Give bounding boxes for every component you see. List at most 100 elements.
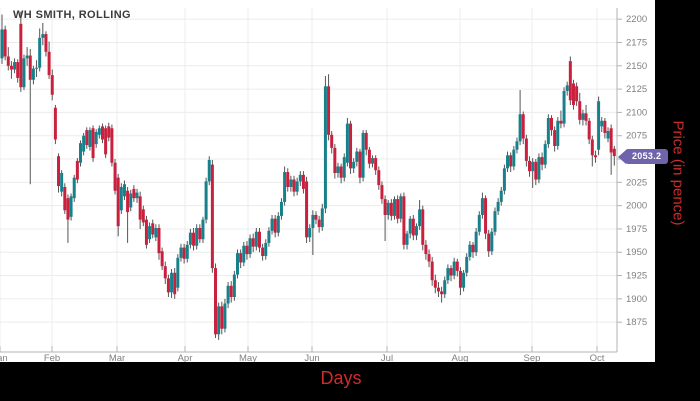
candle-body [204, 181, 208, 220]
candle-body [97, 128, 101, 135]
candle-body [301, 174, 305, 189]
candle-body [358, 151, 362, 178]
candle-body [443, 280, 447, 295]
candle-body [524, 138, 528, 161]
candle-body [421, 209, 425, 245]
candle-body [264, 242, 268, 256]
candle-body [305, 181, 309, 238]
candle-body [506, 155, 510, 169]
candle-body [521, 114, 525, 139]
candle-body [493, 211, 497, 232]
candle-body [185, 244, 189, 259]
candle-body [31, 68, 35, 80]
candle-body [462, 272, 466, 288]
candle-body [198, 228, 202, 240]
candle-body [311, 214, 315, 229]
candle-body [405, 233, 409, 245]
candle-body [446, 268, 450, 281]
month-label: Jan [0, 353, 8, 362]
month-label: Apr [178, 353, 193, 362]
candle-body [389, 202, 393, 216]
candle-body [355, 151, 359, 162]
candle-body [195, 228, 199, 246]
month-label: Jul [381, 353, 393, 362]
candle-body [148, 226, 152, 240]
candle-body [6, 56, 10, 66]
candle-body [16, 62, 20, 78]
candle-body [119, 186, 123, 211]
candle-body [540, 157, 544, 165]
y-tick-label: 1900 [626, 294, 647, 305]
candle-body [223, 303, 227, 329]
candle-body [568, 61, 572, 101]
candle-body [242, 245, 246, 263]
candle-body [600, 120, 604, 127]
candle-body [283, 172, 287, 202]
candlestick-chart-svg: 2200217521502125210020752050202520001975… [0, 8, 647, 362]
y-tick-label: 2025 [626, 177, 647, 188]
candle-body [57, 156, 61, 187]
candle-body [414, 226, 418, 236]
candle-body [85, 130, 89, 146]
candle-body [430, 261, 434, 281]
candle-body [72, 177, 76, 199]
candle-body [257, 231, 261, 248]
candle-body [179, 247, 183, 258]
candle-body [515, 141, 519, 150]
candle-body [399, 196, 403, 219]
candle-body [393, 199, 396, 216]
candle-body [91, 128, 95, 159]
candle-body [512, 149, 516, 167]
y-tick-label: 1975 [626, 224, 647, 235]
y-tick-label: 2075 [626, 131, 647, 142]
candle-body [267, 230, 271, 243]
candle-body [182, 247, 186, 259]
candle-body [214, 268, 218, 335]
month-label: Mar [109, 353, 125, 362]
candle-body [612, 148, 616, 157]
candle-body [593, 155, 597, 158]
badge-value: 2053.2 [625, 149, 669, 164]
y-tick-label: 2175 [626, 37, 647, 48]
y-tick-label: 2100 [626, 107, 647, 118]
candle-body [597, 101, 601, 150]
candle-body [575, 86, 579, 102]
candle-body [9, 65, 13, 70]
candle-body [53, 107, 57, 140]
candle-body [173, 272, 177, 295]
candle-body [571, 83, 575, 105]
candle-body [144, 219, 148, 245]
candle-body [188, 232, 192, 245]
candle-body [537, 157, 541, 180]
candle-body [276, 215, 280, 233]
y-tick-label: 1950 [626, 247, 647, 258]
candle-body [88, 130, 92, 147]
chart-plot-area: WH SMITH, ROLLING 2200 2175 2150 2125 2100 20… [0, 0, 655, 362]
candle-body [236, 253, 239, 275]
y-tick-label: 1875 [626, 317, 647, 328]
candle-body [578, 101, 582, 120]
candle-body [3, 29, 7, 57]
candle-body [452, 261, 456, 276]
candle-body [553, 130, 557, 146]
candle-body [151, 223, 155, 235]
candle-body [248, 238, 252, 255]
candle-body [0, 29, 4, 59]
candle-body [490, 231, 494, 252]
badge-arrow-icon [618, 149, 626, 164]
candle-body [279, 201, 283, 216]
axis-tick-labels: 2200217521502125210020752050202520001975… [0, 14, 647, 362]
candle-body [113, 162, 117, 191]
y-tick-label: 2200 [626, 14, 647, 25]
candle-body [207, 159, 211, 182]
candle-body [160, 251, 164, 267]
y-tick-label: 1925 [626, 271, 647, 282]
candle-body [364, 132, 368, 150]
candle-body [546, 118, 550, 145]
candle-body [590, 139, 594, 156]
candle-body [468, 244, 472, 257]
month-label: May [239, 353, 257, 362]
candle-body [367, 149, 371, 164]
candle-body [154, 228, 158, 238]
